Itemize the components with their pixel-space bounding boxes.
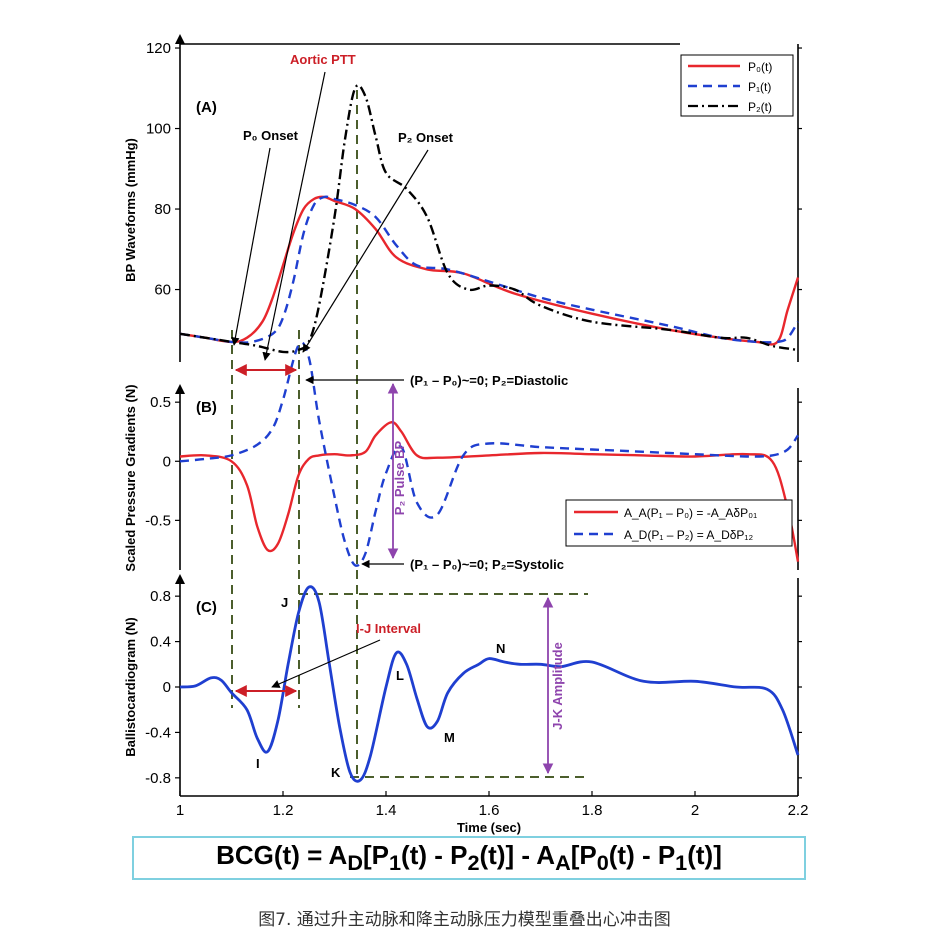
panel-c-ylabel: Ballistocardiogram (N) bbox=[123, 617, 138, 756]
point-k-label: K bbox=[331, 765, 341, 780]
x-tick-label-3: 1.6 bbox=[479, 802, 500, 819]
y-tick-label-2-3: 0.4 bbox=[150, 634, 171, 651]
ij-interval-arrow bbox=[271, 639, 381, 688]
y-tick-label-1-2: 0.5 bbox=[150, 394, 171, 411]
point-n-label: N bbox=[496, 641, 505, 656]
y-tick-label-1-0: -0.5 bbox=[145, 512, 171, 529]
panel-b-axes bbox=[175, 384, 799, 570]
bcg-equation: BCG(t) = AD[P1(t) - P2(t)] - AA[P0(t) - … bbox=[216, 840, 722, 876]
y-tick-label-0-1: 80 bbox=[154, 201, 171, 218]
eq-part: = A bbox=[299, 839, 348, 870]
legend-a-entry-1: P₁(t) bbox=[748, 80, 771, 94]
point-l-label: L bbox=[396, 668, 404, 683]
x-tick-label-4: 1.8 bbox=[582, 802, 603, 819]
legend-a-entry-2: P₂(t) bbox=[748, 100, 772, 114]
panel-c-label: (C) bbox=[196, 599, 217, 616]
legend-a-entry-0: P₀(t) bbox=[748, 60, 772, 74]
eq-sub: 2 bbox=[467, 850, 480, 876]
eq-part: (t)] - A bbox=[479, 839, 556, 870]
bcg-equation-box: BCG(t) = AD[P1(t) - P2(t)] - AA[P0(t) - … bbox=[132, 836, 806, 880]
eq-part: (t) - P bbox=[608, 839, 676, 870]
aortic-ptt-arrow bbox=[262, 71, 326, 361]
point-m-label: M bbox=[444, 730, 455, 745]
eq-sub: 1 bbox=[388, 850, 402, 876]
point-i-label: I bbox=[256, 756, 260, 771]
point-j-label: J bbox=[281, 595, 288, 610]
x-tick-label-1: 1.2 bbox=[273, 802, 294, 819]
eq-part: [P bbox=[362, 839, 389, 870]
panel-a-y-ticks: 60 80 100 120 bbox=[146, 40, 802, 299]
y-tick-label-2-4: 0.8 bbox=[150, 588, 171, 605]
y-tick-label-2-1: -0.4 bbox=[145, 724, 171, 741]
eq-sub: D bbox=[347, 850, 363, 876]
systolic-label: (P₁ – P₀)~=0; P₂=Systolic bbox=[410, 557, 564, 572]
y-tick-label-2-0: -0.8 bbox=[145, 770, 171, 787]
panel-c-axes bbox=[175, 574, 799, 797]
y-tick-label-0-0: 60 bbox=[154, 282, 171, 299]
ij-interval-label: I-J Interval bbox=[356, 621, 421, 636]
eq-sub: 0 bbox=[596, 850, 609, 876]
eq-part: (t)] bbox=[687, 839, 722, 870]
y-tick-label-0-3: 120 bbox=[146, 40, 171, 57]
diastolic-label: (P₁ – P₀)~=0; P₂=Diastolic bbox=[410, 373, 568, 388]
panel-b-y-ticks: -0.5 0 0.5 bbox=[145, 394, 802, 529]
eq-part: BCG(t) bbox=[216, 839, 300, 870]
p2-onset-label: P₂ Onset bbox=[398, 130, 454, 145]
panel-a-axes bbox=[175, 34, 799, 362]
eq-sub: A bbox=[555, 850, 571, 876]
pulse-bp-label: P₂ Pulse BP bbox=[392, 440, 407, 515]
eq-sub: 1 bbox=[675, 850, 688, 876]
legend-a: P₀(t) P₁(t) P₂(t) bbox=[680, 54, 794, 117]
x-axis-ticks: 1 1.2 1.4 1.6 1.8 2 2.2 bbox=[176, 791, 809, 819]
panel-b-label: (B) bbox=[196, 399, 217, 416]
y-tick-label-1-1: 0 bbox=[163, 453, 171, 470]
series-line-2-0 bbox=[179, 585, 800, 783]
x-tick-label-6: 2.2 bbox=[788, 802, 809, 819]
panel-a-label: (A) bbox=[196, 99, 217, 116]
panel-a-ylabel: BP Waveforms (mmHg) bbox=[123, 138, 138, 282]
onset-guides bbox=[231, 90, 588, 780]
legend-b-entry-0: A_A(P₁ – P₀) = -A_AδP₀₁ bbox=[624, 506, 757, 520]
y-tick-label-0-2: 100 bbox=[146, 121, 171, 138]
panel-c-y-ticks: -0.8 -0.4 0 0.4 0.8 bbox=[145, 588, 802, 787]
x-tick-label-2: 1.4 bbox=[376, 802, 397, 819]
legend-b-entry-1: A_D(P₁ – P₂) = A_DδP₁₂ bbox=[624, 528, 753, 542]
figure-caption: 图7. 通过升主动脉和降主动脉压力模型重叠出心冲击图 bbox=[258, 910, 671, 930]
curves bbox=[179, 84, 800, 783]
y-tick-label-2-2: 0 bbox=[163, 679, 171, 696]
series-line-1-1 bbox=[179, 341, 799, 567]
eq-part: [P bbox=[570, 839, 597, 870]
series-line-1-0 bbox=[179, 421, 800, 562]
x-tick-label-0: 1 bbox=[176, 802, 184, 819]
x-axis-label: Time (sec) bbox=[457, 820, 521, 835]
eq-part: (t) - P bbox=[401, 839, 468, 870]
jk-amplitude-label: J-K Amplitude bbox=[550, 642, 565, 730]
panel-b-ylabel: Scaled Pressure Gradients (N) bbox=[123, 384, 138, 571]
p2-onset-arrow bbox=[302, 149, 429, 353]
series-line-0-2 bbox=[179, 84, 799, 354]
aortic-ptt-label: Aortic PTT bbox=[290, 52, 356, 67]
p0-onset-arrow bbox=[231, 147, 271, 346]
x-tick-label-5: 2 bbox=[691, 802, 699, 819]
legend-b: A_A(P₁ – P₀) = -A_AδP₀₁ A_D(P₁ – P₂) = A… bbox=[565, 499, 793, 547]
series-line-0-1 bbox=[179, 195, 800, 344]
p0-onset-label: P₀ Onset bbox=[243, 128, 299, 143]
